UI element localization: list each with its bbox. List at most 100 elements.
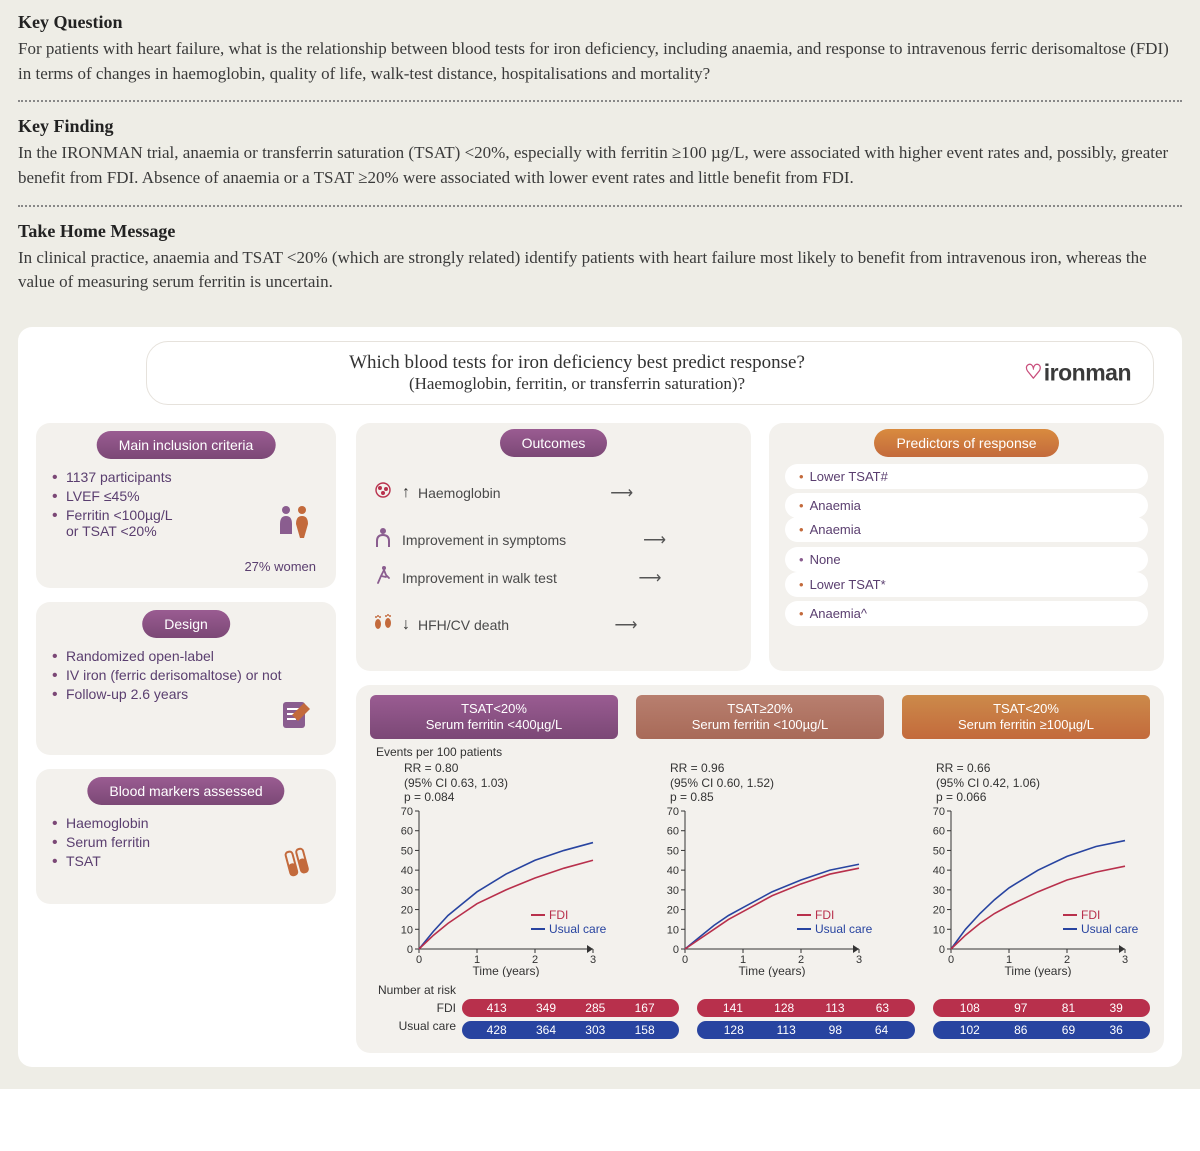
charts-panel: TSAT<20%Serum ferritin <400µg/LTSAT≥20%S… [356, 685, 1164, 1053]
chart-stats: RR = 0.96(95% CI 0.60, 1.52)p = 0.85 [670, 761, 884, 804]
svg-text:40: 40 [401, 865, 413, 877]
at-risk-usual: 428364303158 [462, 1021, 679, 1039]
at-risk-block: Number at risk FDI Usual care 4133492851… [370, 981, 1150, 1039]
people-icon [274, 504, 314, 548]
list-item: Randomized open-label [52, 648, 320, 664]
svg-text:Usual care: Usual care [1081, 922, 1139, 936]
svg-text:40: 40 [933, 865, 945, 877]
design-panel: Design Randomized open-label IV iron (fe… [36, 602, 336, 755]
predictor-pill: •Lower TSAT* [785, 572, 1148, 597]
svg-text:Time (years): Time (years) [473, 964, 540, 977]
svg-text:10: 10 [401, 924, 413, 936]
svg-text:50: 50 [401, 845, 413, 857]
outcome-icon [372, 480, 394, 505]
list-item: 1137 participants [52, 469, 320, 485]
notepad-icon [280, 697, 314, 739]
infographic-inner: Which blood tests for iron deficiency be… [18, 327, 1182, 1067]
take-home-section: Take Home Message In clinical practice, … [18, 221, 1182, 295]
svg-text:30: 30 [401, 884, 413, 896]
outcomes-tab: Outcomes [500, 429, 608, 457]
chart-tab: TSAT<20%Serum ferritin ≥100µg/L [902, 695, 1150, 740]
svg-text:FDI: FDI [1081, 908, 1100, 922]
outcome-icon [372, 527, 394, 552]
link-arrow-icon: ⟶ [517, 615, 735, 635]
banner-subtitle: (Haemoglobin, ferritin, or transferrin s… [171, 374, 983, 394]
outcome-label: Improvement in walk test [402, 570, 557, 586]
take-home-title: Take Home Message [18, 221, 1182, 242]
link-arrow-icon: ⟶ [574, 530, 735, 550]
outcome-icon [372, 565, 394, 590]
chart-stats: RR = 0.66(95% CI 0.42, 1.06)p = 0.066 [936, 761, 1150, 804]
key-finding-title: Key Finding [18, 116, 1182, 137]
events-label: Events per 100 patients [376, 745, 1150, 759]
key-question-section: Key Question For patients with heart fai… [18, 12, 1182, 86]
svg-text:20: 20 [401, 904, 413, 916]
at-risk-column: 413349285167428364303158 [462, 981, 679, 1039]
predictor-row: •Anaemia [785, 515, 1148, 545]
main-grid: Main inclusion criteria 1137 participant… [36, 423, 1164, 1053]
svg-text:60: 60 [667, 825, 679, 837]
link-arrow-icon: ⟶ [509, 483, 736, 503]
right-column: Outcomes ↑Haemoglobin⟶Improvement in sym… [356, 423, 1164, 1053]
svg-text:0: 0 [416, 954, 422, 966]
predictors-tab: Predictors of response [874, 429, 1058, 457]
svg-text:0: 0 [673, 944, 679, 956]
svg-text:50: 50 [933, 845, 945, 857]
svg-text:Time (years): Time (years) [1005, 964, 1072, 977]
number-at-risk-label: Number at risk [370, 981, 456, 999]
svg-text:3: 3 [856, 954, 862, 966]
line-chart: 0102030405060700123Time (years)FDIUsual … [636, 807, 884, 977]
predictor-row: •Lower TSAT# •Anaemia [785, 467, 1148, 515]
svg-text:10: 10 [933, 924, 945, 936]
key-question-body: For patients with heart failure, what is… [18, 37, 1182, 86]
inclusion-panel: Main inclusion criteria 1137 participant… [36, 423, 336, 588]
line-chart: 0102030405060700123Time (years)FDIUsual … [370, 807, 618, 977]
svg-text:Usual care: Usual care [549, 922, 607, 936]
svg-text:60: 60 [933, 825, 945, 837]
svg-text:10: 10 [667, 924, 679, 936]
markers-panel: Blood markers assessed Haemoglobin Serum… [36, 769, 336, 904]
chart-stats: RR = 0.80(95% CI 0.63, 1.03)p = 0.084 [404, 761, 618, 804]
svg-text:0: 0 [682, 954, 688, 966]
ironman-logo: ♡ironman [1024, 359, 1131, 386]
key-finding-section: Key Finding In the IRONMAN trial, anaemi… [18, 116, 1182, 190]
key-question-title: Key Question [18, 12, 1182, 33]
right-top-row: Outcomes ↑Haemoglobin⟶Improvement in sym… [356, 423, 1164, 671]
design-list: Randomized open-label IV iron (ferric de… [52, 648, 320, 702]
svg-text:3: 3 [590, 954, 596, 966]
predictor-pill: •Anaemia [785, 493, 1148, 518]
svg-text:Time (years): Time (years) [739, 964, 806, 977]
chart-cell: RR = 0.96(95% CI 0.60, 1.52)p = 0.850102… [636, 761, 884, 976]
predictor-pill: •Lower TSAT# [785, 464, 1148, 489]
svg-text:0: 0 [407, 944, 413, 956]
line-chart: 0102030405060700123Time (years)FDIUsual … [902, 807, 1150, 977]
predictor-row: •None [785, 545, 1148, 575]
separator [18, 100, 1182, 102]
chart-cell: RR = 0.80(95% CI 0.63, 1.03)p = 0.084 0 10… [370, 761, 618, 976]
chart-cell: RR = 0.66(95% CI 0.42, 1.06)p = 0.066010… [902, 761, 1150, 976]
outcomes-panel: Outcomes ↑Haemoglobin⟶Improvement in sym… [356, 423, 751, 671]
inclusion-tab: Main inclusion criteria [97, 431, 276, 459]
test-tubes-icon [280, 846, 314, 888]
svg-text:40: 40 [667, 865, 679, 877]
fdi-row-label: FDI [370, 999, 456, 1017]
top-sections: Key Question For patients with heart fai… [0, 0, 1200, 313]
svg-text:70: 70 [667, 807, 679, 818]
svg-text:50: 50 [667, 845, 679, 857]
svg-text:FDI: FDI [815, 908, 834, 922]
predictor-row: •Lower TSAT*•Anaemia^ [785, 575, 1148, 623]
svg-text:FDI: FDI [549, 908, 568, 922]
outcome-row: ↓HFH/CV death⟶ [372, 601, 735, 649]
svg-text:60: 60 [401, 825, 413, 837]
at-risk-usual: 102866936 [933, 1021, 1150, 1039]
heart-icon: ♡ [1024, 361, 1041, 383]
at-risk-usual: 1281139864 [697, 1021, 914, 1039]
at-risk-column: 108978139 102866936 [933, 981, 1150, 1039]
usual-row-label: Usual care [370, 1017, 456, 1035]
banner: Which blood tests for iron deficiency be… [146, 341, 1154, 405]
design-tab: Design [142, 610, 230, 638]
at-risk-fdi: 14112811363 [697, 999, 914, 1017]
at-risk-fdi: 108978139 [933, 999, 1150, 1017]
outcome-label: Improvement in symptoms [402, 532, 566, 548]
infographic-container: Which blood tests for iron deficiency be… [0, 313, 1200, 1089]
